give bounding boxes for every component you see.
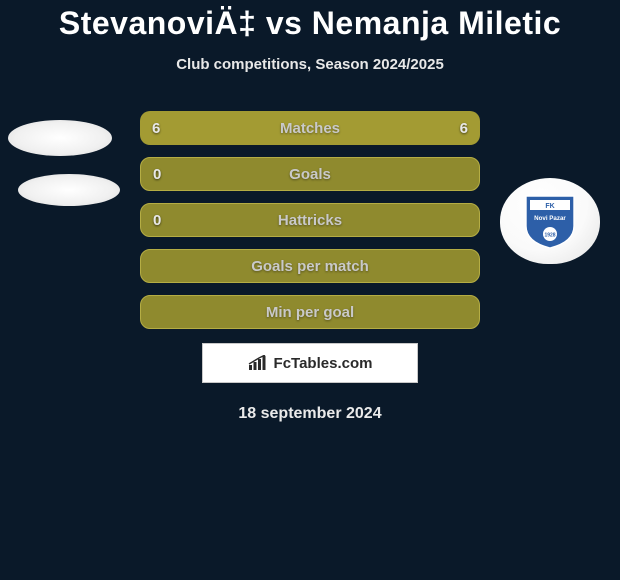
page-title: StevanoviÄ‡ vs Nemanja Miletic [0,5,620,42]
stat-row-goals-per-match: Goals per match [0,249,620,283]
stat-row-goals: 0 Goals [0,157,620,191]
stat-value-left: 6 [152,120,160,137]
stat-label: Goals [289,166,331,183]
stat-label: Goals per match [251,258,369,275]
stat-label: Matches [280,120,340,137]
stat-bar: Goals per match [140,249,480,283]
stat-row-matches: 6 Matches 6 [0,111,620,145]
page-subtitle: Club competitions, Season 2024/2025 [0,56,620,73]
stat-label: Hattricks [278,212,342,229]
brand-label: FcTables.com [274,355,373,372]
comparison-card: StevanoviÄ‡ vs Nemanja Miletic Club comp… [0,0,620,423]
stat-bar: 6 Matches 6 [140,111,480,145]
stat-value-right: 6 [460,120,468,137]
stat-bar: Min per goal [140,295,480,329]
brand-link[interactable]: FcTables.com [202,343,418,383]
stats-list: 6 Matches 6 0 Goals 0 Hattricks Goals pe… [0,111,620,329]
stat-row-min-per-goal: Min per goal [0,295,620,329]
chart-icon [248,355,268,371]
stat-bar: 0 Goals [140,157,480,191]
stat-value-left: 0 [153,166,161,183]
stat-row-hattricks: 0 Hattricks [0,203,620,237]
stat-value-left: 0 [153,212,161,229]
stat-label: Min per goal [266,304,354,321]
stat-bar: 0 Hattricks [140,203,480,237]
date-label: 18 september 2024 [0,405,620,423]
